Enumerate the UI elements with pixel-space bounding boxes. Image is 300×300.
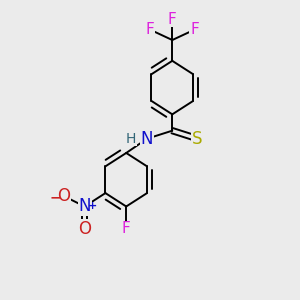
Text: N: N <box>78 197 91 215</box>
Text: H: H <box>125 132 136 146</box>
Text: F: F <box>168 12 177 27</box>
Text: O: O <box>78 220 91 238</box>
Text: −: − <box>50 190 61 205</box>
Text: F: F <box>122 221 130 236</box>
Text: S: S <box>192 130 203 148</box>
Text: F: F <box>146 22 154 37</box>
Text: +: + <box>87 202 97 212</box>
Text: N: N <box>141 130 153 148</box>
Text: O: O <box>57 187 70 205</box>
Text: F: F <box>190 22 199 37</box>
